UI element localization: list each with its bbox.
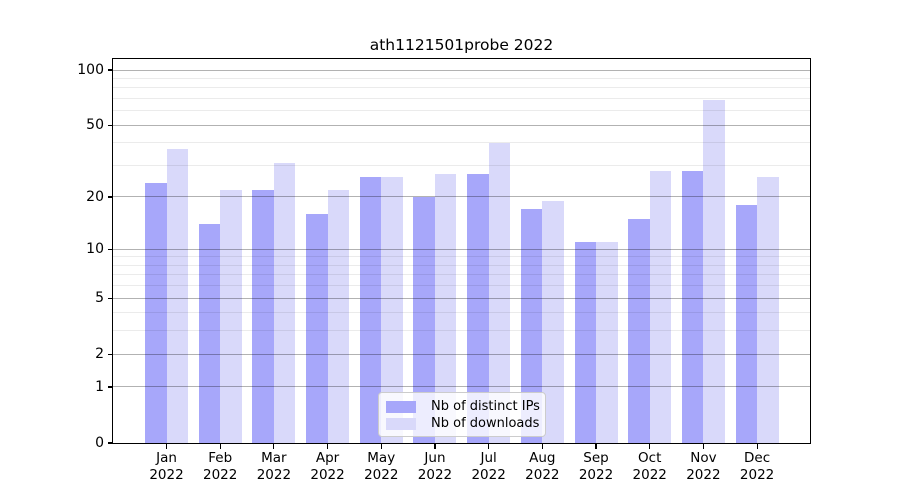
minor-gridline: [113, 77, 810, 79]
y-tick: [108, 124, 113, 126]
y-tick-label: 1: [95, 378, 104, 395]
bar-nb-of-downloads-sep: [596, 242, 618, 443]
y-tick-label: 100: [77, 62, 104, 78]
x-tick: [649, 444, 651, 449]
x-tick-label: Jan 2022: [149, 450, 184, 483]
x-tick-label: Feb 2022: [203, 450, 238, 483]
bar-nb-of-distinct-ips-may: [359, 176, 382, 443]
x-tick: [165, 444, 168, 449]
bar-nb-of-downloads-jul: [488, 142, 511, 443]
y-tick-label: 2: [95, 346, 104, 363]
x-tick: [541, 444, 543, 449]
y-tick: [108, 386, 113, 388]
x-tick: [756, 444, 758, 449]
legend-entry-downloads: Nb of downloads: [386, 416, 540, 434]
minor-gridline: [113, 110, 810, 112]
x-tick-label: May 2022: [364, 450, 399, 483]
legend-swatch-downloads: [386, 418, 416, 431]
x-tick-label: Jun 2022: [417, 450, 453, 483]
x-tick-label: Apr 2022: [310, 450, 345, 483]
major-gridline: [113, 196, 810, 198]
major-gridline: [113, 386, 810, 388]
y-tick-label: 50: [86, 117, 104, 134]
x-tick: [380, 444, 382, 449]
minor-gridline: [113, 142, 810, 144]
x-tick: [273, 444, 275, 449]
minor-gridline: [113, 274, 810, 276]
x-tick: [219, 444, 221, 449]
y-tick-label: 20: [86, 188, 104, 205]
y-tick-label: 0: [95, 435, 104, 451]
bar-nb-of-downloads-dec: [757, 176, 779, 443]
bar-nb-of-distinct-ips-oct: [628, 218, 650, 443]
legend-entry-distinct-ips: Nb of distinct IPs: [386, 398, 540, 416]
legend-label-downloads: Nb of downloads: [431, 416, 540, 432]
x-tick: [434, 444, 436, 449]
major-gridline: [113, 69, 810, 71]
bar-nb-of-downloads-nov: [703, 99, 725, 443]
bar-nb-of-distinct-ips-dec: [735, 205, 758, 443]
bar-nb-of-downloads-mar: [273, 162, 296, 443]
minor-gridline: [113, 285, 810, 287]
x-tick: [488, 444, 490, 449]
y-tick-label: 5: [95, 290, 104, 307]
y-tick: [108, 353, 113, 355]
x-tick: [595, 444, 597, 449]
bar-nb-of-downloads-jun: [434, 173, 457, 443]
y-tick: [108, 69, 113, 71]
bar-nb-of-downloads-may: [381, 176, 403, 443]
legend-swatch-distinct-ips: [386, 400, 416, 413]
y-tick: [108, 442, 113, 444]
x-tick-label: Aug 2022: [525, 450, 560, 483]
bar-nb-of-downloads-feb: [220, 189, 242, 443]
major-gridline: [113, 297, 810, 299]
minor-gridline: [113, 330, 810, 332]
minor-gridline: [113, 97, 810, 99]
y-tick-label: 10: [86, 241, 104, 258]
bar-nb-of-downloads-aug: [542, 200, 564, 443]
bar-nb-of-distinct-ips-sep: [574, 242, 597, 443]
minor-gridline: [113, 264, 810, 266]
x-tick: [326, 444, 329, 449]
y-tick: [108, 248, 113, 250]
y-tick: [108, 196, 113, 198]
minor-gridline: [113, 256, 810, 258]
major-gridline: [113, 353, 810, 355]
x-tick-label: Mar 2022: [256, 450, 292, 483]
x-tick-label: Dec 2022: [739, 450, 775, 483]
bar-nb-of-distinct-ips-mar: [252, 189, 274, 443]
bar-nb-of-distinct-ips-nov: [681, 170, 704, 443]
bar-nb-of-downloads-jan: [166, 149, 188, 443]
major-gridline: [113, 124, 810, 126]
bar-nb-of-distinct-ips-jan: [145, 182, 167, 443]
major-gridline: [113, 248, 810, 250]
legend-label-distinct-ips: Nb of distinct IPs: [431, 398, 540, 414]
bar-nb-of-downloads-apr: [327, 189, 350, 443]
minor-gridline: [113, 87, 810, 89]
legend: Nb of distinct IPs Nb of downloads: [378, 392, 546, 437]
bar-nb-of-downloads-oct: [649, 170, 672, 443]
x-tick-label: Sep 2022: [578, 450, 614, 483]
x-tick: [702, 444, 704, 449]
x-tick-label: Nov 2022: [686, 450, 721, 483]
bar-nb-of-distinct-ips-jul: [467, 173, 489, 443]
bar-nb-of-distinct-ips-apr: [306, 214, 328, 443]
minor-gridline: [113, 312, 810, 314]
bar-nb-of-distinct-ips-aug: [520, 209, 543, 443]
x-tick-label: Jul 2022: [471, 450, 506, 483]
bar-nb-of-distinct-ips-jun: [413, 196, 435, 443]
y-tick: [108, 297, 113, 299]
minor-gridline: [113, 164, 810, 166]
chart-title: ath1121501probe 2022: [369, 36, 554, 54]
bar-nb-of-distinct-ips-feb: [198, 224, 221, 443]
x-tick-label: Oct 2022: [632, 450, 667, 483]
